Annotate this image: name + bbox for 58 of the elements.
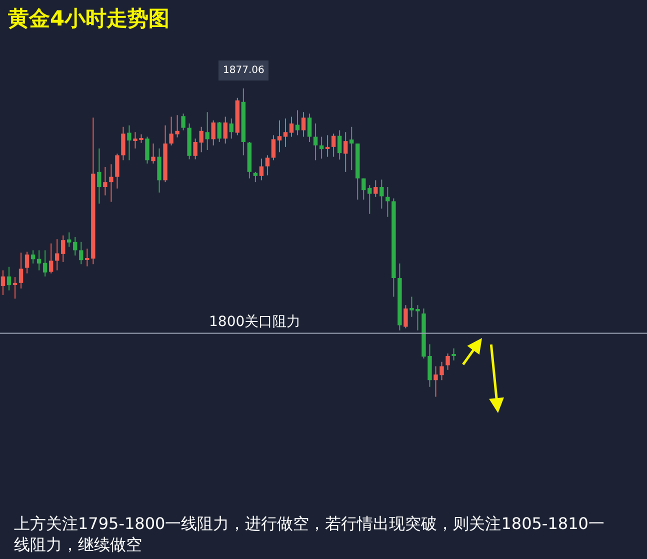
- candlestick: [79, 241, 84, 265]
- candlestick: [343, 132, 348, 172]
- candlestick: [313, 122, 318, 161]
- candlestick: [386, 186, 390, 218]
- candlestick: [24, 251, 30, 274]
- annotation: 1877.06: [223, 65, 264, 76]
- candlestick: [157, 148, 162, 194]
- candlestick: [229, 118, 234, 140]
- candlestick: [368, 184, 372, 214]
- candlestick: [205, 112, 210, 151]
- candlestick: [127, 124, 132, 161]
- candlestick: [103, 166, 108, 196]
- candlestick: [18, 252, 24, 289]
- candlestick: [271, 134, 276, 161]
- candlestick: [151, 143, 156, 164]
- candlestick: [301, 112, 306, 138]
- candlestick: [289, 116, 294, 138]
- candlestick: [30, 250, 36, 264]
- candlestick: [337, 130, 342, 160]
- candlestick: [325, 134, 330, 158]
- candlestick: [380, 179, 384, 210]
- candlestick: [109, 164, 114, 202]
- candlestick: [217, 121, 222, 142]
- candlestick: [362, 178, 366, 200]
- candlestick: [42, 250, 48, 277]
- chart-title: 黄金4小时走势图: [7, 6, 170, 30]
- candlestick: [115, 153, 120, 190]
- text: 上方关注1795-1800一线阻力，进行做空，若行情出现突破，则关注1805-1810一线阻力，继续做空: [14, 514, 604, 554]
- candlestick: [6, 266, 12, 291]
- candlestick: [36, 250, 42, 271]
- candlestick: [277, 120, 282, 153]
- candlestick: [223, 116, 228, 144]
- candlestick: [67, 232, 72, 248]
- candlestick: [145, 136, 150, 164]
- candlestick: [54, 238, 60, 271]
- candlestick: [374, 180, 378, 198]
- candlestick: [12, 276, 18, 300]
- candlestick: [319, 136, 324, 160]
- candlestick: [181, 113, 186, 131]
- candlestick: [259, 158, 264, 181]
- candlestick: [121, 126, 126, 161]
- candlestick: [0, 270, 6, 296]
- candlestick: [211, 120, 216, 146]
- candlestick: [446, 353, 450, 370]
- candlestick: [253, 171, 258, 183]
- candlestick: [295, 110, 300, 136]
- candlestick: [265, 154, 270, 176]
- candlestick: [61, 234, 66, 262]
- candlestick: [48, 242, 54, 274]
- candlestick: [283, 118, 288, 148]
- candlestick: [307, 113, 312, 142]
- ref-line-label: 1800关口阻力: [209, 314, 301, 330]
- candlestick: [331, 133, 336, 158]
- candlestick: [452, 348, 456, 361]
- candlestick: [97, 148, 102, 204]
- candlestick: [73, 236, 78, 256]
- candlestick: [350, 126, 354, 171]
- candlestick: [404, 304, 408, 329]
